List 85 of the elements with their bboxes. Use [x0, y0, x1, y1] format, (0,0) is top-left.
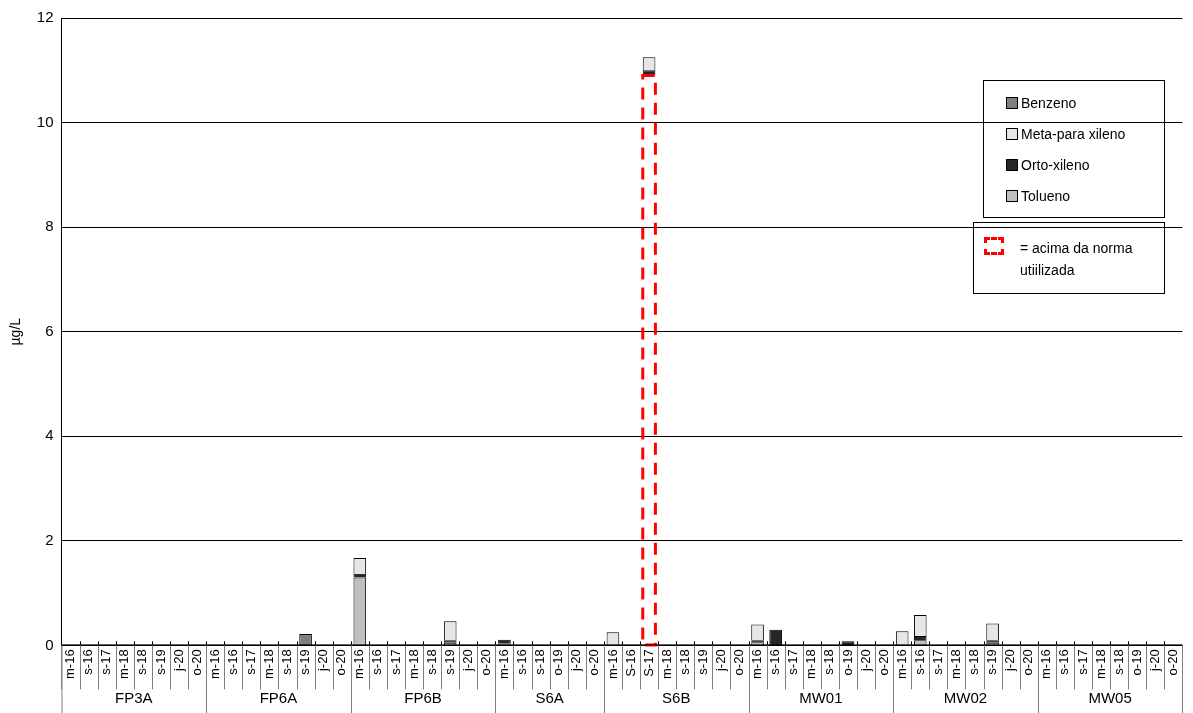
x-tick-label: m-16 [749, 649, 765, 680]
text: S6A [535, 689, 564, 707]
x-tick-label: s-18 [821, 649, 837, 675]
bar [641, 74, 657, 647]
x-tick-label: s-16 [80, 649, 96, 675]
x-tick-label: j-20 [857, 649, 873, 673]
x-tick-label: o-19 [1128, 649, 1144, 676]
x-tick-label: s-16 [224, 649, 240, 675]
x-tick-label: o-19 [839, 649, 855, 676]
x-tick-label: m-18 [803, 649, 819, 680]
x-tick-label: j-20 [1146, 649, 1162, 673]
x-tick-label: m-16 [496, 649, 512, 680]
x-tick-label: s-19 [984, 649, 1000, 675]
x-tick-label: m-16 [893, 649, 909, 680]
x-tick-label: s-18 [966, 649, 982, 675]
x-tick-label: S-16 [622, 649, 638, 677]
x-tick-label: j-20 [1002, 649, 1018, 673]
x-tick-label: o-20 [477, 649, 493, 676]
x-tick-label: m-18 [260, 649, 276, 680]
x-tick-label: s-18 [532, 649, 548, 675]
legend-label: = acima da norma utiilizada [1020, 239, 1134, 280]
x-tick-label: s-16 [911, 649, 927, 675]
x-tick-label: s-18 [134, 649, 150, 675]
x-tick-label: m-16 [206, 649, 222, 680]
legend-label: Benzeno [1021, 94, 1077, 111]
legend-label: Orto-xileno [1021, 156, 1090, 173]
x-tick-label: s-17 [929, 649, 945, 675]
x-tick-label: m-16 [351, 649, 367, 680]
x-tick-label: s-17 [785, 649, 801, 675]
x-tick-label: s-19 [297, 649, 313, 675]
x-tick-label: s-17 [242, 649, 258, 675]
x-tick-label: m-16 [62, 649, 78, 680]
y-tick-label: 6 [45, 321, 54, 339]
x-tick-label: o-20 [731, 649, 747, 676]
y-tick-label: 2 [45, 530, 54, 548]
y-tick-label: 12 [36, 8, 54, 26]
x-tick-label: o-20 [586, 649, 602, 676]
x-tick-label: o-20 [875, 649, 891, 676]
y-tick-label: 0 [45, 635, 54, 653]
x-tick-label: m-18 [948, 649, 964, 680]
text: MW05 [1088, 689, 1132, 707]
x-tick-label: s-17 [1074, 649, 1090, 675]
x-tick-label: s-18 [1110, 649, 1126, 675]
x-tick-label: m-18 [658, 649, 674, 680]
x-tick-label: s-16 [767, 649, 783, 675]
x-tick-label: o-19 [550, 649, 566, 676]
text: FP6A [259, 689, 298, 707]
y-tick-label: 10 [36, 112, 54, 130]
text: FP3A [115, 689, 153, 707]
x-tick-label: m-18 [1092, 649, 1108, 680]
x-tick-label: o-20 [1020, 649, 1036, 676]
x-tick-label: j-20 [712, 649, 728, 673]
legend-label: Tolueno [1021, 187, 1071, 204]
text: S6B [662, 689, 691, 707]
x-tick-label: s-16 [514, 649, 530, 675]
x-tick-label: S-17 [640, 649, 656, 677]
legend-label: Meta-para xileno [1021, 125, 1126, 142]
x-tick-label: s-18 [279, 649, 295, 675]
x-tick-label: s-19 [694, 649, 710, 675]
x-tick-label: j-20 [170, 649, 186, 673]
legend-box: = acima da norma utiilizada [973, 222, 1165, 294]
text: MW01 [799, 689, 843, 707]
x-tick-label: o-20 [1164, 649, 1180, 676]
x-tick-label: s-16 [369, 649, 385, 675]
x-tick-label: j-20 [568, 649, 584, 673]
x-tick-label: s-19 [441, 649, 457, 675]
x-tick-label: s-17 [98, 649, 114, 675]
x-tick-label: j-20 [315, 649, 331, 673]
y-axis-title: µg/L [7, 317, 24, 346]
x-tick-label: o-20 [188, 649, 204, 676]
y-tick-label: 8 [45, 217, 54, 235]
x-tick-label: s-18 [676, 649, 692, 675]
y-tick-label: 4 [45, 426, 54, 444]
x-tick-label: m-18 [116, 649, 132, 680]
x-tick-label: o-20 [333, 649, 349, 676]
x-tick-label: m-16 [604, 649, 620, 680]
text: FP6B [404, 689, 442, 707]
x-tick-label: s-16 [1056, 649, 1072, 675]
x-tick-label: j-20 [459, 649, 475, 673]
x-tick-label: m-18 [405, 649, 421, 680]
text: MW02 [943, 689, 988, 707]
x-tick-label: m-16 [1038, 649, 1054, 680]
x-tick-label: s-18 [423, 649, 439, 675]
x-tick-label: s-19 [152, 649, 168, 675]
x-tick-label: s-17 [387, 649, 403, 675]
